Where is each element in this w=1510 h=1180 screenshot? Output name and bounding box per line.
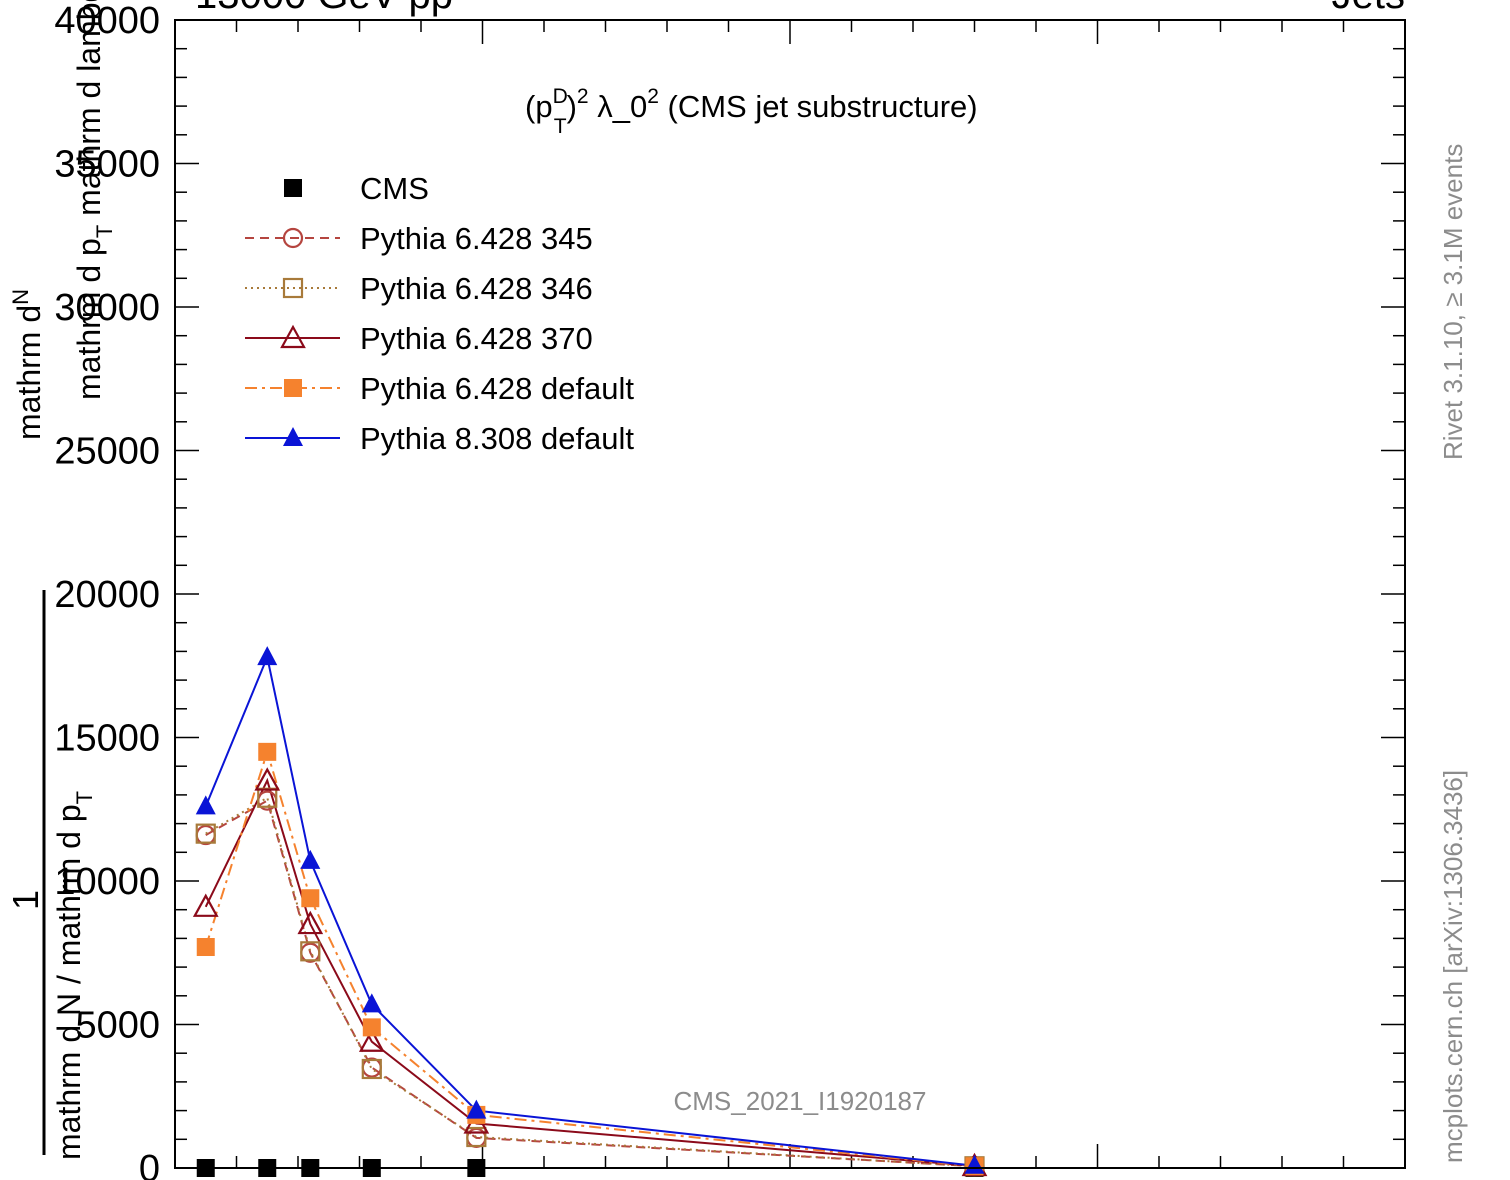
legend-entry-2: Pythia 6.428 346 xyxy=(245,271,593,306)
legend-marker xyxy=(284,379,302,397)
y-label-numerator-1: mathrm dN xyxy=(8,289,47,440)
data-point-series-5-4 xyxy=(466,1099,487,1119)
y-tick-label: 25000 xyxy=(54,431,160,473)
series-line-2 xyxy=(205,796,975,1168)
data-point-series-1-3 xyxy=(361,1057,382,1078)
data-point-series-4-2 xyxy=(301,889,320,908)
data-point-series-4-0 xyxy=(196,938,215,957)
data-point-series-4-3 xyxy=(362,1018,381,1037)
legend-marker xyxy=(284,179,302,197)
legend-marker xyxy=(283,427,303,446)
y-tick-label: 35000 xyxy=(54,144,160,186)
header-left-text: 13000 GeV pp xyxy=(195,0,453,17)
data-point-series-3-2 xyxy=(297,910,324,935)
data-point-series-2-0 xyxy=(195,823,216,844)
data-point-series-5-0 xyxy=(195,795,216,815)
data-point-series-3-0 xyxy=(192,893,219,917)
legend-entry-1: Pythia 6.428 345 xyxy=(245,221,593,256)
data-point-series-5-1 xyxy=(257,646,278,666)
data-point-series-4-1 xyxy=(258,742,277,761)
legend-marker xyxy=(282,227,304,249)
legend-marker xyxy=(282,277,304,299)
series-line-5 xyxy=(204,653,975,1167)
y-tick-label: 0 xyxy=(139,1148,160,1180)
chart-legend: CMS Pythia 6.428 345 Pythia 6.428 346 Pythi… xyxy=(245,171,634,456)
legend-marker xyxy=(280,324,306,349)
y-label-denominator: mathrm d N / mathrm d pT xyxy=(51,791,97,1160)
mcplots-label: mcplots.cern.ch [arXiv:1306.3436] xyxy=(1438,770,1468,1163)
legend-label: Pythia 6.428 345 xyxy=(360,221,593,256)
y-tick-label: 15000 xyxy=(54,718,160,760)
analysis-watermark: CMS_2021_I1920187 xyxy=(674,1086,927,1116)
data-point-series-2-4 xyxy=(466,1126,487,1148)
y-axis-label: 1 mathrm dN mathrm d pT mathrm d lambda … xyxy=(5,0,117,1160)
legend-label: Pythia 6.428 370 xyxy=(360,321,593,356)
y-tick-label: 5000 xyxy=(75,1005,160,1047)
data-point-series-2-3 xyxy=(361,1058,382,1080)
legend-label: Pythia 6.428 default xyxy=(360,371,634,406)
legend-label: Pythia 8.308 default xyxy=(360,421,634,456)
y-tick-label: 20000 xyxy=(54,574,160,616)
series-line-1 xyxy=(205,799,975,1168)
y-tick-label: 10000 xyxy=(54,861,160,903)
data-point-series-5-2 xyxy=(300,849,321,869)
y-tick-label: 30000 xyxy=(54,287,160,329)
legend-label: CMS xyxy=(360,171,429,206)
series-lines xyxy=(204,653,975,1168)
rivet-version-label: Rivet 3.1.10, ≥ 3.1M events xyxy=(1438,144,1468,460)
chart-title: (pD T)2 λ_02 (CMS jet substructure) xyxy=(525,85,978,138)
header-right-text: Jets xyxy=(1332,0,1405,17)
data-point-series-3-3 xyxy=(358,1028,385,1052)
series-line-4 xyxy=(204,748,975,1168)
data-point-series-3-1 xyxy=(254,767,281,791)
legend-entry-4: Pythia 6.428 default xyxy=(245,371,634,406)
series-line-3 xyxy=(204,777,975,1167)
data-point-series-5-3 xyxy=(361,993,382,1013)
y-tick-label: 40000 xyxy=(54,0,160,42)
legend-entry-3: Pythia 6.428 370 xyxy=(245,321,593,356)
y-tick-labels: 0 5000 10000 15000 20000 25000 30000 35000 40000 xyxy=(54,0,160,1180)
y-label-numerator-2: mathrm d pT mathrm d lambda xyxy=(71,0,117,400)
legend-entry-5: Pythia 8.308 default xyxy=(245,421,634,456)
data-point-series-2-2 xyxy=(300,941,321,962)
legend-label: Pythia 6.428 346 xyxy=(360,271,593,306)
plot-frame xyxy=(174,19,1406,1169)
y-label-one: 1 xyxy=(5,890,46,910)
legend-entry-0: CMS xyxy=(284,171,429,206)
series-markers xyxy=(192,646,988,1177)
